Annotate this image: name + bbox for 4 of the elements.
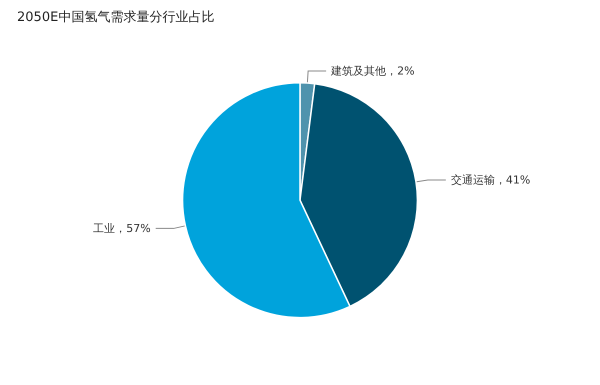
slice-label: 工业，57% bbox=[93, 222, 151, 235]
chart-title: 2050E中国氢气需求量分行业占比 bbox=[17, 10, 214, 25]
slice-label: 交通运输，41% bbox=[450, 173, 530, 186]
slice-label: 建筑及其他，2% bbox=[330, 64, 415, 78]
